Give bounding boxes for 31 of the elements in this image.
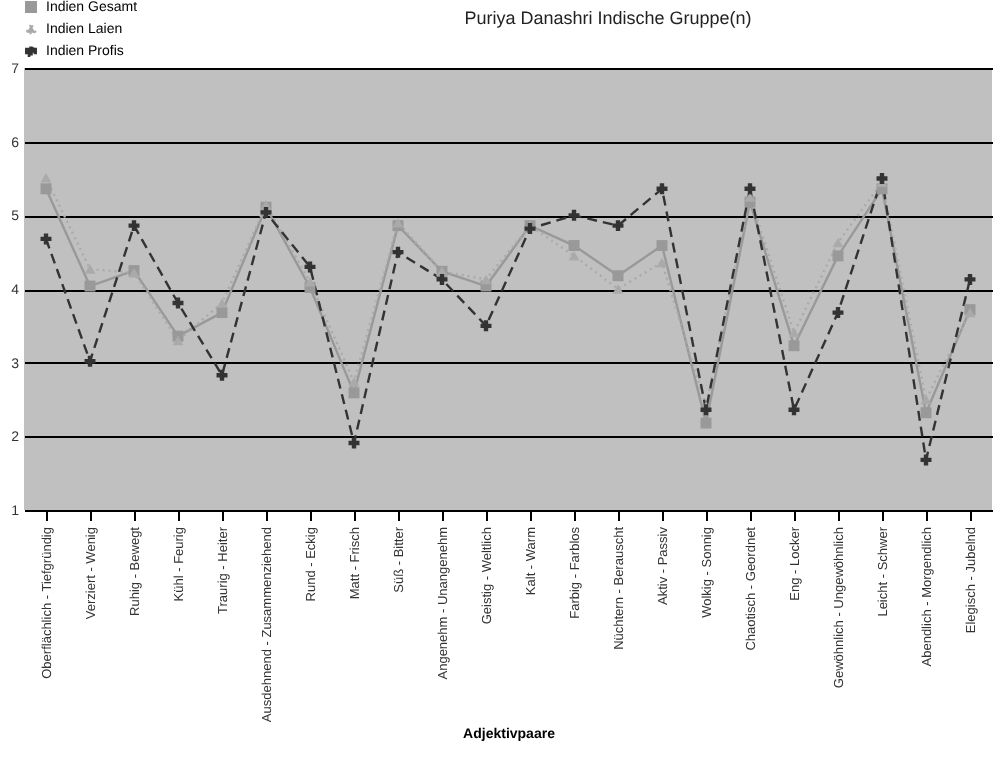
point [84, 280, 96, 292]
point [920, 407, 932, 419]
point [40, 173, 52, 183]
point [612, 284, 624, 294]
point [612, 220, 624, 232]
point [436, 273, 448, 285]
point [832, 250, 844, 262]
point [348, 387, 360, 399]
point [568, 251, 580, 261]
point [216, 298, 228, 308]
point [128, 220, 140, 232]
point [348, 377, 360, 387]
point [612, 270, 624, 282]
point [656, 257, 668, 268]
point [832, 237, 844, 248]
point [788, 340, 800, 352]
point [172, 335, 184, 346]
point [964, 273, 976, 285]
point [700, 417, 712, 429]
point [260, 206, 272, 218]
point [832, 307, 844, 319]
chart-title: Puriya Danashri Indische Gruppe(n) [464, 8, 752, 28]
point [788, 327, 800, 338]
point [480, 274, 492, 285]
point [40, 183, 52, 195]
point [568, 209, 580, 221]
point [304, 276, 316, 287]
point [84, 264, 96, 274]
point [656, 240, 668, 252]
point [920, 394, 932, 405]
point [568, 240, 580, 252]
